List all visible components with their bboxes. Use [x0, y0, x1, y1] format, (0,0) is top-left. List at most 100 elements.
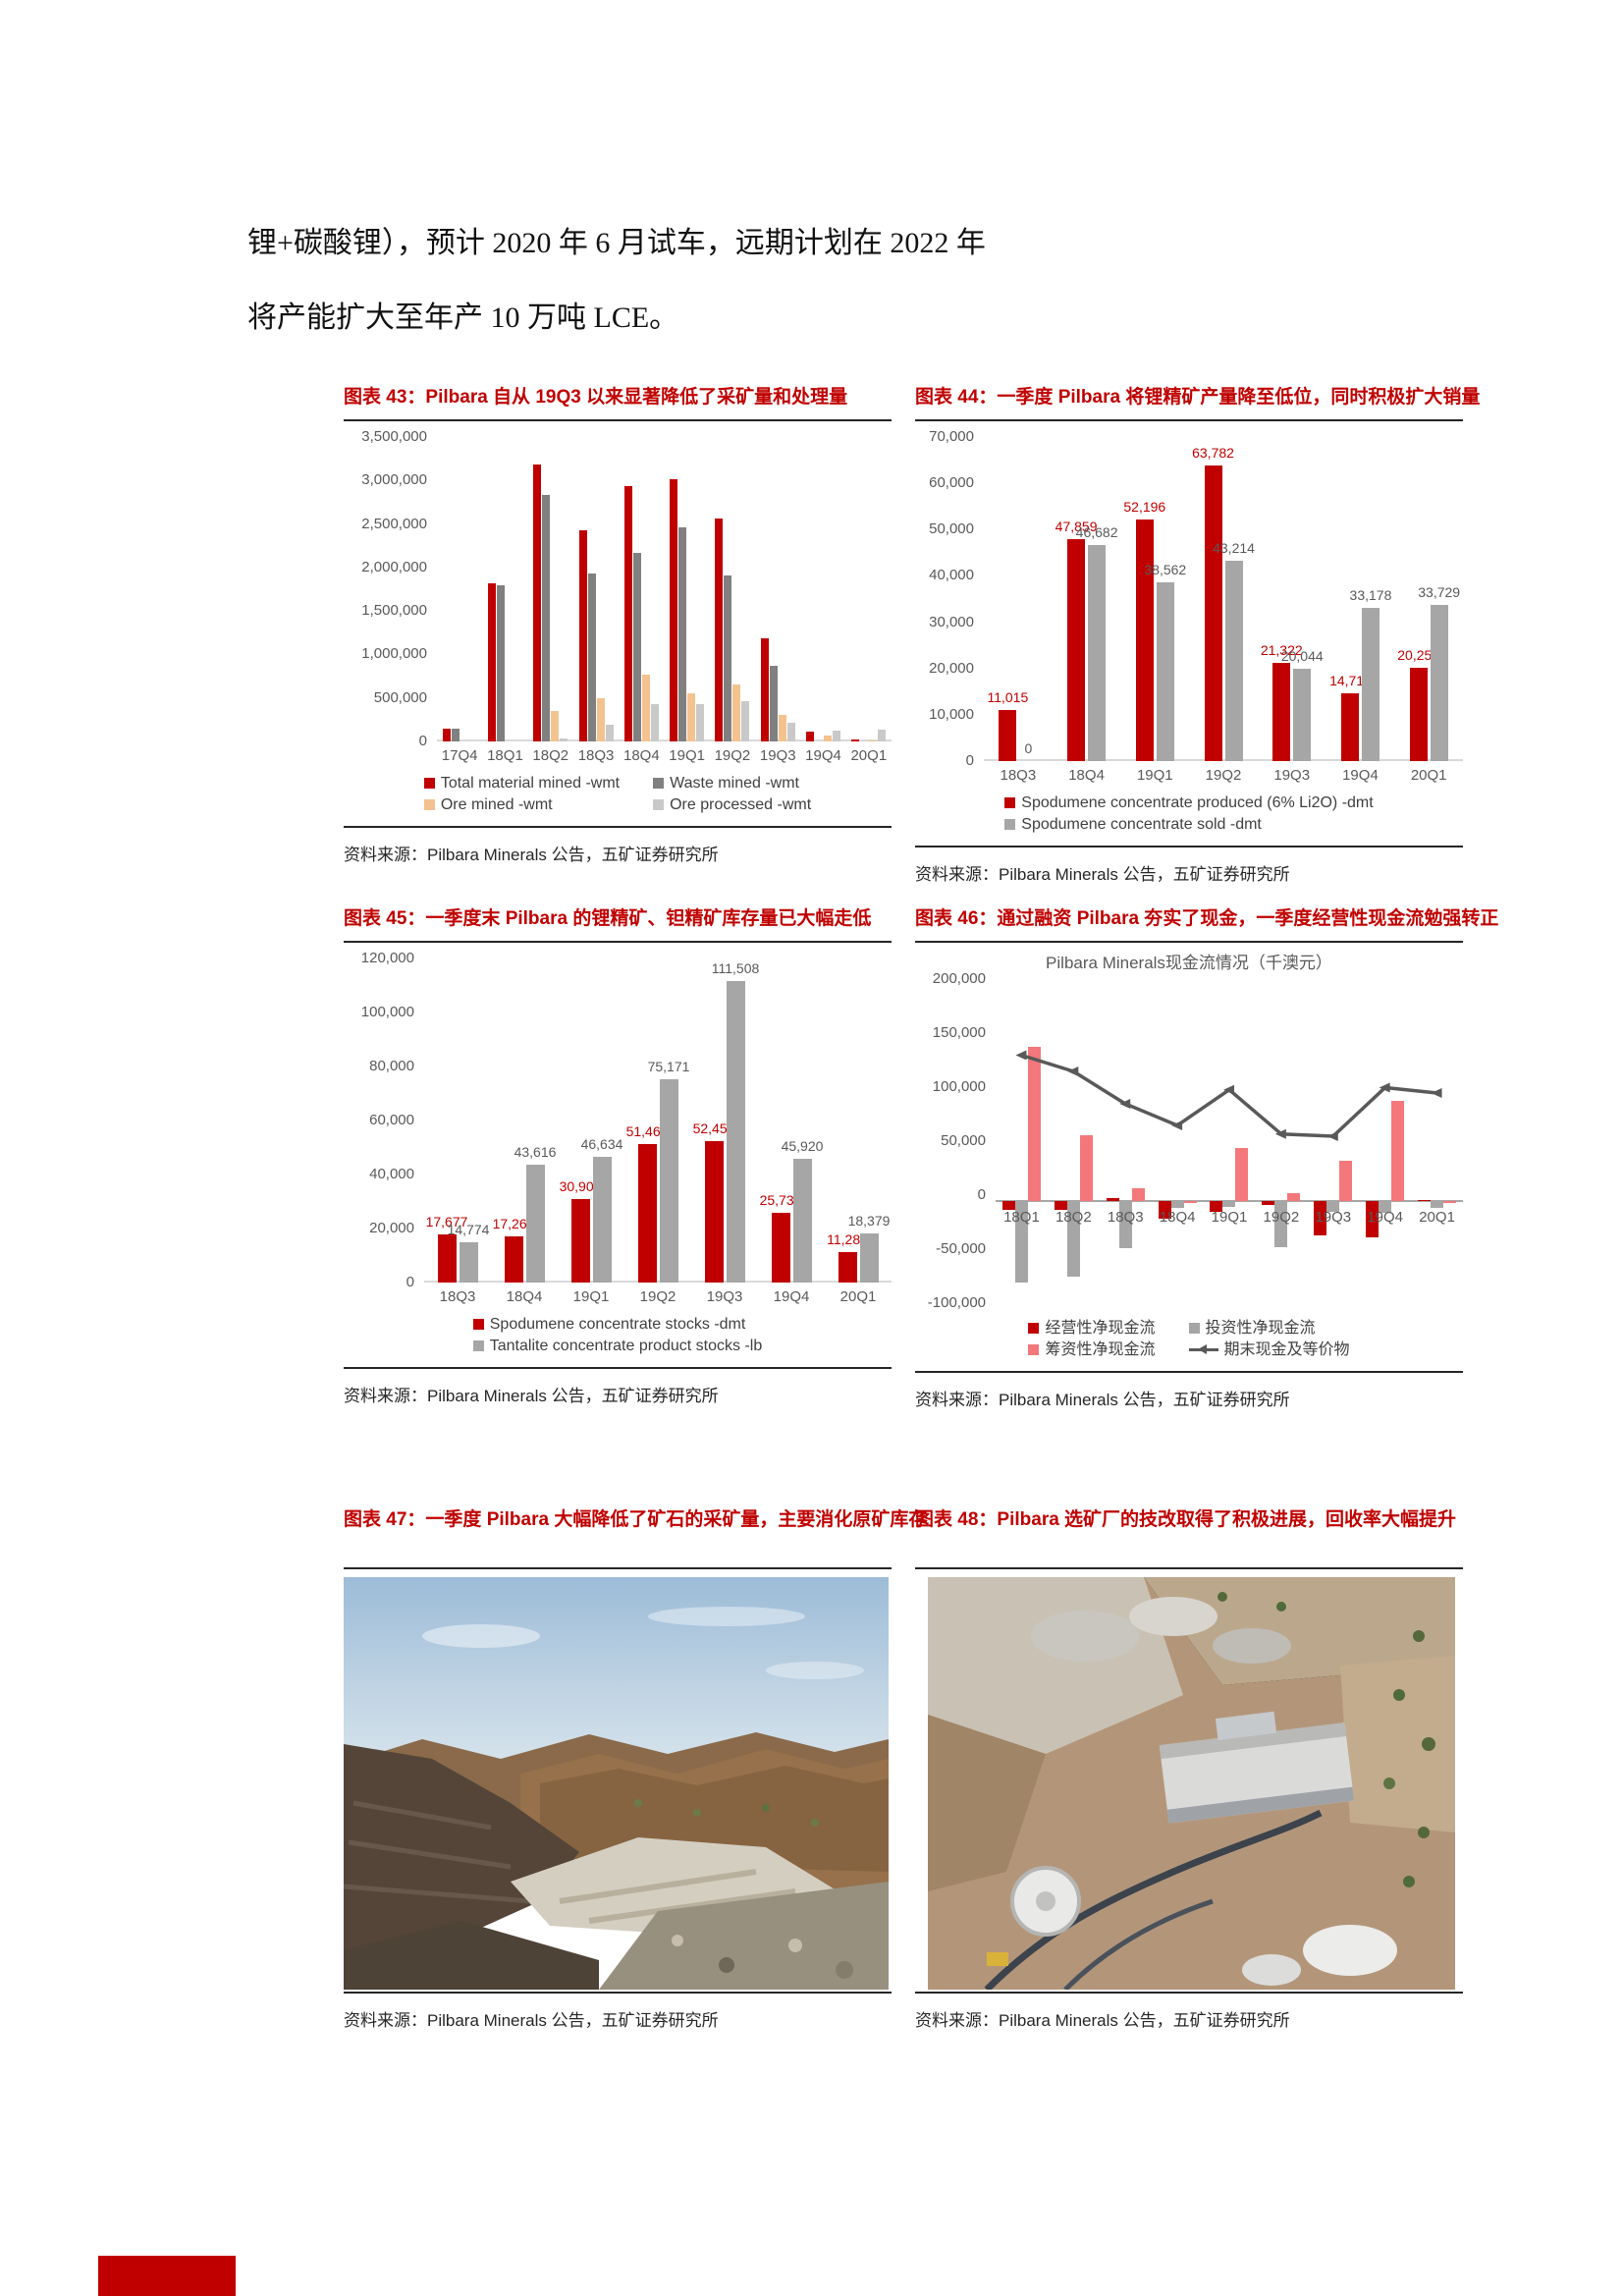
bar	[778, 714, 786, 741]
x-tick-label: 19Q1	[1136, 767, 1173, 784]
legend-label: Spodumene concentrate sold -dmt	[1021, 816, 1262, 833]
bar	[1224, 561, 1243, 761]
bar	[1272, 662, 1291, 761]
bar	[1339, 1161, 1353, 1201]
bar	[1431, 1201, 1444, 1208]
bar	[1326, 1201, 1340, 1212]
figure-46-title: 图表 46：通过融资 Pilbara 夯实了现金，一季度经营性现金流勉强转正	[915, 908, 1499, 929]
color-swatch	[1004, 819, 1016, 830]
chart-mined-processed: 3,500,000 3,000,000 2,500,000 2,000,000 1,50…	[344, 428, 892, 814]
data-label: 14,711	[1329, 672, 1371, 688]
bar	[878, 729, 887, 741]
bar	[1118, 1201, 1132, 1249]
bar	[760, 637, 769, 741]
color-swatch	[472, 1319, 484, 1330]
y-tick-label: 10,000	[929, 705, 974, 723]
legend-item: Spodumene concentrate produced (6% Li2O)…	[1004, 793, 1374, 812]
bar	[859, 1232, 879, 1283]
y-tick-label: 50,000	[929, 520, 974, 538]
color-swatch	[1004, 797, 1016, 808]
x-tick-label: 18Q4	[1068, 767, 1105, 784]
bar	[771, 1213, 790, 1283]
figure-43: 图表 43：Pilbara 自从 19Q3 以来显著降低了采矿量和处理量 3,5…	[344, 386, 892, 865]
bar	[659, 1079, 678, 1283]
paragraph-line-2: 将产能扩大至年产 10 万吨 LCE。	[247, 301, 679, 334]
legend-label: Spodumene concentrate produced (6% Li2O)…	[1021, 794, 1374, 811]
chart-legend: Spodumene concentrate produced (6% Li2O)…	[915, 793, 1463, 834]
data-label: 52,196	[1123, 498, 1166, 515]
data-label: 18,379	[847, 1212, 891, 1229]
y-tick-label: -50,000	[936, 1240, 986, 1257]
bar	[1391, 1100, 1405, 1201]
bar	[641, 674, 650, 741]
x-tick-label: 19Q2	[714, 747, 751, 764]
legend-label: 经营性净现金流	[1045, 1320, 1156, 1337]
y-tick-label: 3,500,000	[361, 428, 427, 445]
bar-group	[437, 437, 482, 741]
y-tick-label: 20,000	[929, 659, 974, 677]
bar	[1430, 605, 1448, 761]
y-axis: 3,500,000 3,000,000 2,500,000 2,000,000 1,50…	[344, 428, 437, 749]
x-tick-label: 18Q4	[622, 747, 660, 764]
data-label: 11,015	[987, 689, 1029, 706]
bar	[1409, 667, 1428, 761]
x-tick-label: 19Q4	[805, 747, 841, 764]
y-tick-label: 40,000	[369, 1166, 414, 1182]
bar	[1088, 544, 1107, 761]
footer-red-mark	[98, 2256, 236, 2296]
bar	[1001, 1201, 1015, 1210]
figure-47: 图表 47：一季度 Pilbara 大幅降低了矿石的采矿量，主要消化原矿库存	[344, 1508, 927, 2031]
data-label: 14,774	[447, 1222, 490, 1238]
bar-group	[528, 437, 573, 741]
bar	[1274, 1201, 1288, 1248]
x-tick-label: 18Q3	[1107, 1209, 1144, 1226]
legend-label: Ore processed -wmt	[670, 796, 812, 813]
bar-group: 17,266 43,616	[491, 958, 558, 1283]
bar	[542, 494, 551, 741]
y-tick-label: 60,000	[929, 474, 974, 492]
x-tick-label: 19Q4	[1342, 767, 1379, 784]
figure-45-title: 图表 45：一季度末 Pilbara 的锂精矿、钽精矿库存量已大幅走低	[344, 908, 872, 929]
figure-46: 图表 46：通过融资 Pilbara 夯实了现金，一季度经营性现金流勉强转正 P…	[915, 907, 1499, 1410]
bar	[824, 735, 833, 741]
data-label: 17,266	[492, 1215, 535, 1231]
y-tick-label: 0	[965, 752, 974, 769]
legend-label: 筹资性净现金流	[1045, 1341, 1156, 1358]
bar-group: 20,251 33,729	[1394, 437, 1463, 761]
bar	[726, 981, 745, 1283]
bar-group: 52,450 111,508	[691, 958, 759, 1283]
data-label: 25,730	[759, 1192, 802, 1209]
color-swatch	[1028, 1344, 1040, 1355]
x-tick-label: 19Q1	[669, 747, 705, 764]
bar	[1183, 1201, 1197, 1204]
x-tick-label: 18Q3	[1000, 767, 1037, 784]
data-label: 63,782	[1192, 445, 1234, 462]
bar-group: 21,322 20,044	[1258, 437, 1326, 761]
data-label: 11,286	[827, 1231, 868, 1247]
y-tick-label: 50,000	[941, 1132, 986, 1149]
data-label: 75,171	[647, 1059, 690, 1075]
bar	[678, 527, 687, 741]
divider	[344, 1367, 892, 1369]
processing-plant-aerial-photo	[928, 1577, 1455, 1990]
data-label: 46,682	[1075, 523, 1118, 540]
y-tick-label: 0	[418, 733, 427, 749]
x-tick-label: 19Q4	[773, 1288, 810, 1305]
y-tick-label: 1,500,000	[361, 602, 427, 620]
divider	[915, 1371, 1463, 1373]
x-tick-label: 17Q4	[441, 747, 478, 764]
bar-group	[664, 437, 709, 741]
color-swatch	[423, 799, 435, 810]
color-swatch	[423, 778, 435, 789]
bar-group: 11,015 0	[984, 437, 1053, 761]
bar	[687, 693, 696, 741]
divider	[344, 1567, 892, 1569]
y-tick-label: 2,000,000	[361, 558, 427, 575]
data-label: 43,214	[1213, 540, 1255, 557]
y-tick-label: 60,000	[369, 1112, 414, 1128]
y-tick-label: 1,000,000	[361, 645, 427, 663]
divider	[915, 1992, 1463, 1994]
bar	[715, 519, 724, 741]
figure-48: 图表 48：Pilbara 选矿厂的技改取得了积极进展，回收率大幅提升	[915, 1508, 1463, 2031]
